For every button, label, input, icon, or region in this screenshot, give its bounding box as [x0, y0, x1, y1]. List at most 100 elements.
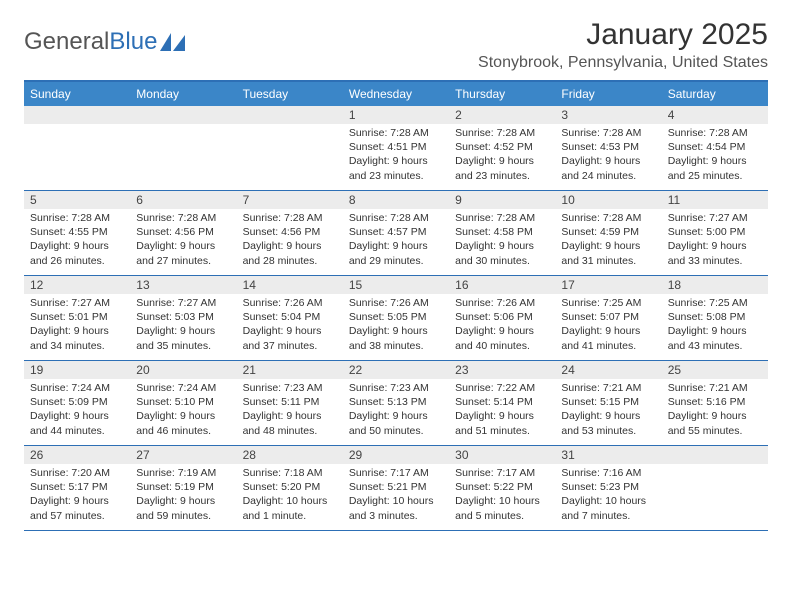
calendar-cell: 27Sunrise: 7:19 AMSunset: 5:19 PMDayligh… [130, 446, 236, 530]
sunrise-line: Sunrise: 7:21 AM [561, 381, 655, 395]
daylight-line: Daylight: 9 hours and 23 minutes. [349, 154, 443, 182]
daylight-line: Daylight: 9 hours and 25 minutes. [668, 154, 762, 182]
sunset-line: Sunset: 5:01 PM [30, 310, 124, 324]
sunrise-line: Sunrise: 7:28 AM [136, 211, 230, 225]
sunset-line: Sunset: 5:15 PM [561, 395, 655, 409]
location: Stonybrook, Pennsylvania, United States [478, 54, 768, 72]
day-number: 28 [237, 446, 343, 464]
cell-body: Sunrise: 7:27 AMSunset: 5:03 PMDaylight:… [130, 294, 236, 357]
cell-body: Sunrise: 7:22 AMSunset: 5:14 PMDaylight:… [449, 379, 555, 442]
day-number: 6 [130, 191, 236, 209]
sunset-line: Sunset: 4:51 PM [349, 140, 443, 154]
sunset-line: Sunset: 5:07 PM [561, 310, 655, 324]
sunset-line: Sunset: 5:13 PM [349, 395, 443, 409]
logo-text-1: General [24, 28, 109, 56]
calendar-cell: 22Sunrise: 7:23 AMSunset: 5:13 PMDayligh… [343, 361, 449, 445]
sunrise-line: Sunrise: 7:27 AM [668, 211, 762, 225]
sunset-line: Sunset: 4:54 PM [668, 140, 762, 154]
cell-body [662, 464, 768, 470]
day-number: 30 [449, 446, 555, 464]
cell-body: Sunrise: 7:28 AMSunset: 4:57 PMDaylight:… [343, 209, 449, 272]
cell-body [24, 124, 130, 130]
daylight-line: Daylight: 9 hours and 37 minutes. [243, 324, 337, 352]
title-block: January 2025 Stonybrook, Pennsylvania, U… [478, 18, 768, 72]
cell-body: Sunrise: 7:28 AMSunset: 4:56 PMDaylight:… [237, 209, 343, 272]
sunrise-line: Sunrise: 7:16 AM [561, 466, 655, 480]
daylight-line: Daylight: 9 hours and 48 minutes. [243, 409, 337, 437]
sunrise-line: Sunrise: 7:23 AM [243, 381, 337, 395]
sunset-line: Sunset: 4:59 PM [561, 225, 655, 239]
week-row: 19Sunrise: 7:24 AMSunset: 5:09 PMDayligh… [24, 361, 768, 446]
daylight-line: Daylight: 9 hours and 46 minutes. [136, 409, 230, 437]
header: GeneralBlue January 2025 Stonybrook, Pen… [24, 18, 768, 72]
day-header: Saturday [662, 82, 768, 106]
calendar-cell [237, 106, 343, 190]
sunset-line: Sunset: 5:05 PM [349, 310, 443, 324]
daylight-line: Daylight: 9 hours and 44 minutes. [30, 409, 124, 437]
sunset-line: Sunset: 5:10 PM [136, 395, 230, 409]
calendar-cell: 28Sunrise: 7:18 AMSunset: 5:20 PMDayligh… [237, 446, 343, 530]
daylight-line: Daylight: 9 hours and 59 minutes. [136, 494, 230, 522]
daylight-line: Daylight: 10 hours and 7 minutes. [561, 494, 655, 522]
cell-body: Sunrise: 7:18 AMSunset: 5:20 PMDaylight:… [237, 464, 343, 527]
day-number: 8 [343, 191, 449, 209]
calendar-cell: 14Sunrise: 7:26 AMSunset: 5:04 PMDayligh… [237, 276, 343, 360]
cell-body: Sunrise: 7:25 AMSunset: 5:08 PMDaylight:… [662, 294, 768, 357]
day-number: 13 [130, 276, 236, 294]
calendar-cell: 1Sunrise: 7:28 AMSunset: 4:51 PMDaylight… [343, 106, 449, 190]
cell-body: Sunrise: 7:21 AMSunset: 5:15 PMDaylight:… [555, 379, 661, 442]
cell-body: Sunrise: 7:28 AMSunset: 4:56 PMDaylight:… [130, 209, 236, 272]
day-number: 18 [662, 276, 768, 294]
sunset-line: Sunset: 4:57 PM [349, 225, 443, 239]
cell-body: Sunrise: 7:25 AMSunset: 5:07 PMDaylight:… [555, 294, 661, 357]
sunset-line: Sunset: 5:08 PM [668, 310, 762, 324]
sunrise-line: Sunrise: 7:23 AM [349, 381, 443, 395]
daylight-line: Daylight: 9 hours and 30 minutes. [455, 239, 549, 267]
sunset-line: Sunset: 5:11 PM [243, 395, 337, 409]
sunrise-line: Sunrise: 7:28 AM [455, 211, 549, 225]
day-number: 26 [24, 446, 130, 464]
day-number [662, 446, 768, 464]
cell-body: Sunrise: 7:26 AMSunset: 5:06 PMDaylight:… [449, 294, 555, 357]
daylight-line: Daylight: 9 hours and 40 minutes. [455, 324, 549, 352]
calendar-cell: 9Sunrise: 7:28 AMSunset: 4:58 PMDaylight… [449, 191, 555, 275]
calendar-cell: 21Sunrise: 7:23 AMSunset: 5:11 PMDayligh… [237, 361, 343, 445]
calendar-cell: 24Sunrise: 7:21 AMSunset: 5:15 PMDayligh… [555, 361, 661, 445]
cell-body: Sunrise: 7:28 AMSunset: 4:54 PMDaylight:… [662, 124, 768, 187]
day-number: 9 [449, 191, 555, 209]
daylight-line: Daylight: 10 hours and 3 minutes. [349, 494, 443, 522]
sunset-line: Sunset: 5:09 PM [30, 395, 124, 409]
calendar-cell: 6Sunrise: 7:28 AMSunset: 4:56 PMDaylight… [130, 191, 236, 275]
sunrise-line: Sunrise: 7:19 AM [136, 466, 230, 480]
daylight-line: Daylight: 10 hours and 1 minute. [243, 494, 337, 522]
day-header: Friday [555, 82, 661, 106]
calendar-cell [24, 106, 130, 190]
sunset-line: Sunset: 4:53 PM [561, 140, 655, 154]
calendar-cell: 8Sunrise: 7:28 AMSunset: 4:57 PMDaylight… [343, 191, 449, 275]
cell-body: Sunrise: 7:21 AMSunset: 5:16 PMDaylight:… [662, 379, 768, 442]
day-headers-row: SundayMondayTuesdayWednesdayThursdayFrid… [24, 82, 768, 106]
month-title: January 2025 [478, 18, 768, 52]
sunrise-line: Sunrise: 7:28 AM [561, 211, 655, 225]
cell-body [130, 124, 236, 130]
daylight-line: Daylight: 9 hours and 23 minutes. [455, 154, 549, 182]
daylight-line: Daylight: 9 hours and 55 minutes. [668, 409, 762, 437]
calendar-cell: 18Sunrise: 7:25 AMSunset: 5:08 PMDayligh… [662, 276, 768, 360]
day-number: 7 [237, 191, 343, 209]
sunrise-line: Sunrise: 7:28 AM [349, 126, 443, 140]
sunset-line: Sunset: 5:23 PM [561, 480, 655, 494]
day-number: 14 [237, 276, 343, 294]
day-header: Wednesday [343, 82, 449, 106]
day-number [130, 106, 236, 124]
daylight-line: Daylight: 9 hours and 26 minutes. [30, 239, 124, 267]
week-row: 5Sunrise: 7:28 AMSunset: 4:55 PMDaylight… [24, 191, 768, 276]
sunset-line: Sunset: 5:19 PM [136, 480, 230, 494]
cell-body: Sunrise: 7:16 AMSunset: 5:23 PMDaylight:… [555, 464, 661, 527]
day-number [237, 106, 343, 124]
day-number: 29 [343, 446, 449, 464]
day-header: Tuesday [237, 82, 343, 106]
sunrise-line: Sunrise: 7:17 AM [455, 466, 549, 480]
sunrise-line: Sunrise: 7:27 AM [136, 296, 230, 310]
sunrise-line: Sunrise: 7:28 AM [243, 211, 337, 225]
calendar-cell [130, 106, 236, 190]
